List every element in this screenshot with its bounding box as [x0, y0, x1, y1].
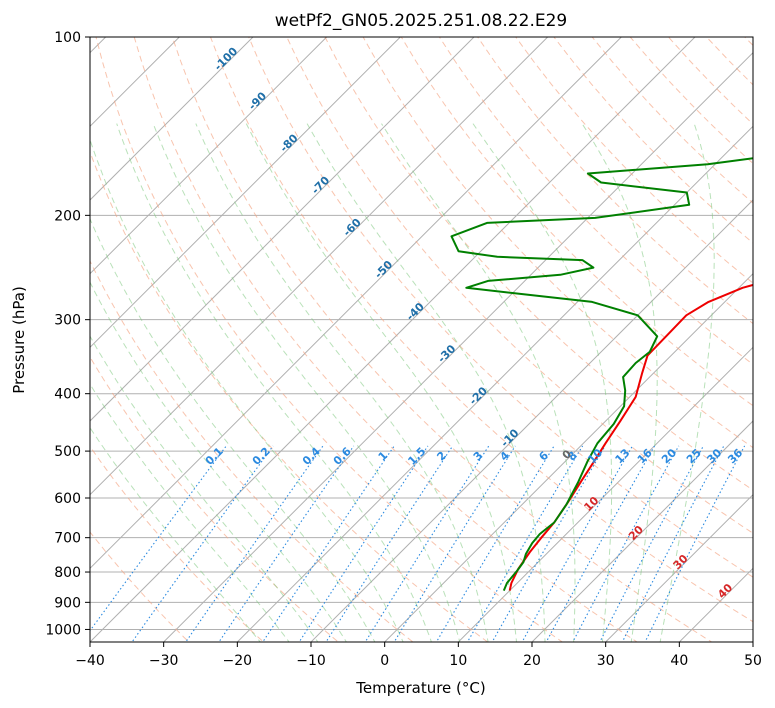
- x-tick-label: 40: [670, 653, 688, 669]
- mixing-ratio-line: [364, 445, 490, 642]
- moist-adiabat: [581, 123, 658, 642]
- x-tick-label: −40: [75, 653, 105, 669]
- moist-adiabat: [90, 383, 290, 642]
- dry-adiabat: [286, 37, 753, 534]
- moist-adiabat: [90, 281, 347, 642]
- mixing-ratio-line: [572, 445, 680, 642]
- dry-adiabat: [90, 150, 489, 642]
- chart-title: wetPf2_GN05.2025.251.08.22.E29: [275, 11, 567, 31]
- y-tick-label: 600: [54, 491, 81, 507]
- x-tick-label: −30: [149, 653, 179, 669]
- mixing-ratio-line: [393, 445, 516, 642]
- dry-adiabat: [90, 259, 414, 642]
- moist-adiabat: [306, 123, 546, 642]
- y-tick-label: 100: [54, 30, 81, 46]
- isotherm-line: [90, 37, 696, 642]
- dry-adiabat: [248, 37, 753, 578]
- x-tick-label: 20: [523, 653, 541, 669]
- mixing-ratio-line: [466, 445, 584, 642]
- x-tick-label: −10: [296, 653, 326, 669]
- isotherm-line: [752, 641, 753, 642]
- isotherm-line: [531, 420, 753, 642]
- sounding-traces: [450, 157, 753, 591]
- dewpoint-line: [450, 157, 753, 591]
- dry-adiabat: [362, 37, 753, 449]
- mixing-ratio-line: [545, 445, 656, 642]
- plot-background: [90, 37, 753, 642]
- dry-adiabat: [133, 37, 638, 642]
- background-lines: [90, 10, 775, 654]
- x-tick-label: 50: [744, 653, 762, 669]
- y-tick-label: 500: [54, 444, 81, 460]
- dry-adiabat: [171, 37, 713, 642]
- y-tick-label: 400: [54, 387, 81, 403]
- moist-adiabat: [245, 123, 518, 642]
- isotherm-line: [310, 199, 753, 642]
- x-axis-label: Temperature (°C): [355, 679, 485, 697]
- moist-adiabat: [381, 123, 576, 642]
- y-tick-label: 300: [54, 313, 81, 329]
- isotherm-line: [90, 37, 549, 496]
- isotherm-line: [90, 37, 401, 349]
- moist-adiabat: [90, 138, 404, 642]
- mixing-ratio-line: [131, 445, 274, 642]
- moist-adiabat: [472, 123, 613, 642]
- dry-adiabat: [90, 356, 339, 642]
- mixing-ratio-line: [521, 445, 633, 642]
- dry-adiabat: [90, 531, 190, 642]
- y-tick-label: 1000: [45, 622, 81, 638]
- isotherm-line: [90, 37, 254, 201]
- isotherm-line: [90, 37, 328, 275]
- isotherm-line: [236, 125, 753, 642]
- y-tick-label: 800: [54, 565, 81, 581]
- moist-adiabat: [152, 123, 461, 642]
- mixing-ratio-line: [262, 445, 395, 642]
- y-tick-label: 200: [54, 208, 81, 224]
- x-tick-label: 30: [597, 653, 615, 669]
- isotherm-line: [605, 493, 753, 642]
- mixing-ratio-line: [644, 445, 746, 642]
- y-tick-label: 900: [54, 595, 81, 611]
- isotherm-line: [457, 346, 753, 642]
- y-tick-label: 700: [54, 531, 81, 547]
- moist-adiabat: [659, 123, 715, 642]
- plot-frame: [89, 36, 754, 643]
- mixing-ratio-line: [491, 445, 606, 642]
- isotherm-line: [384, 272, 753, 642]
- dry-adiabat: [90, 445, 265, 642]
- moist-adiabat: [195, 123, 489, 642]
- y-axis-label: Pressure (hPa): [10, 286, 28, 394]
- moist-adiabat: [116, 123, 432, 642]
- moist-adiabat: [90, 426, 261, 642]
- isotherm-line: [90, 37, 475, 422]
- dry-adiabat: [756, 10, 775, 654]
- axes: −40 −30 −20 −10 0 10 20 30 40 50 100 200 300 400 500 60…: [45, 30, 762, 669]
- dry-adiabat: [515, 37, 753, 284]
- x-tick-label: −20: [223, 653, 253, 669]
- isotherm-line: [90, 37, 622, 570]
- dry-adiabat: [324, 37, 753, 491]
- isotherm-line: [163, 51, 753, 642]
- x-tick-label: 0: [380, 653, 389, 669]
- dry-adiabat: [95, 37, 564, 642]
- mixing-ratio-line: [599, 445, 704, 642]
- mixing-ratio-line: [435, 445, 555, 642]
- mixing-ratio-line: [218, 445, 355, 642]
- x-tick-label: 10: [449, 653, 467, 669]
